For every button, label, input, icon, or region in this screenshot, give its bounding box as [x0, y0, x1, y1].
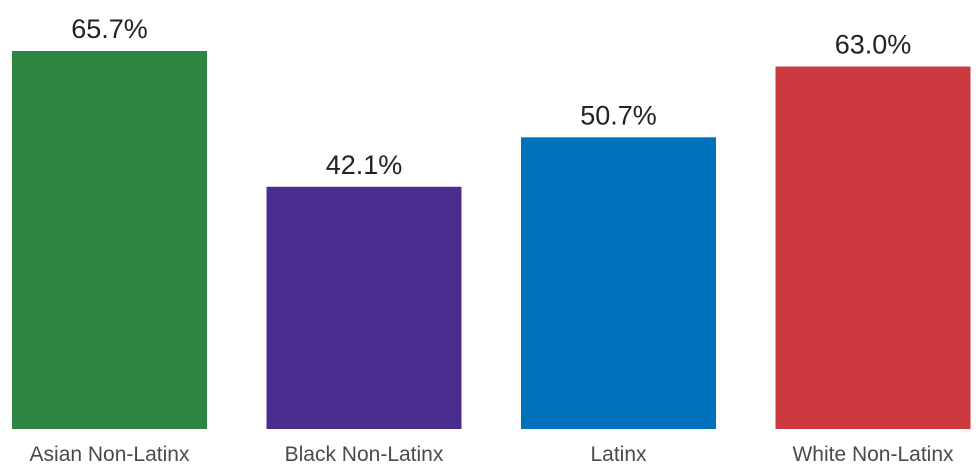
value-label-asian-non-latinx: 65.7%: [71, 14, 148, 44]
bar-white-non-latinx: [775, 66, 971, 430]
category-label-latinx: Latinx: [590, 443, 647, 465]
category-label-asian-non-latinx: Asian Non-Latinx: [30, 443, 190, 465]
category-labels-group: Asian Non-Latinx Black Non-Latinx Latinx Wh…: [30, 443, 954, 465]
category-label-white-non-latinx: White Non-Latinx: [792, 443, 954, 465]
bar-black-non-latinx: [266, 186, 462, 429]
value-label-white-non-latinx: 63.0%: [835, 30, 912, 60]
bars-group: [12, 51, 971, 430]
category-label-black-non-latinx: Black Non-Latinx: [285, 443, 444, 465]
value-label-black-non-latinx: 42.1%: [326, 150, 403, 180]
value-label-latinx: 50.7%: [580, 100, 657, 130]
bar-asian-non-latinx: [12, 51, 207, 429]
bar-latinx: [521, 137, 716, 429]
value-labels-group: 65.7% 42.1% 50.7% 63.0%: [71, 14, 911, 180]
